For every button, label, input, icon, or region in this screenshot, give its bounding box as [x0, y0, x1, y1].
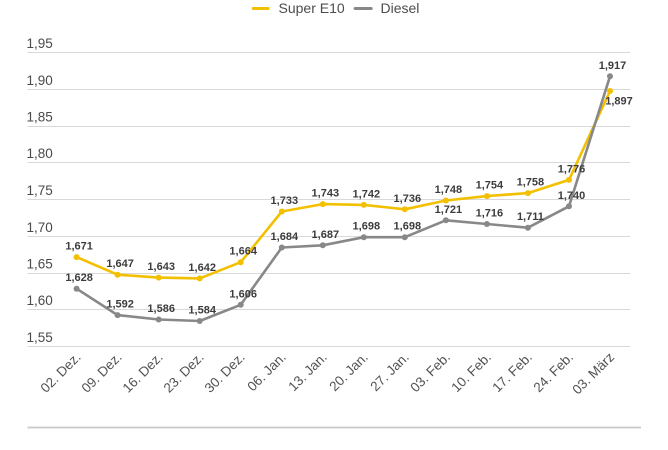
svg-text:1,647: 1,647	[106, 258, 134, 270]
svg-text:Super E10: Super E10	[279, 0, 345, 16]
svg-text:1,721: 1,721	[435, 204, 463, 216]
svg-text:1,586: 1,586	[147, 303, 175, 315]
svg-text:1,687: 1,687	[312, 229, 340, 241]
svg-text:1,584: 1,584	[188, 305, 216, 317]
svg-text:1,671: 1,671	[65, 241, 93, 253]
svg-text:1,628: 1,628	[65, 272, 93, 284]
svg-text:1,733: 1,733	[271, 195, 299, 207]
svg-text:1,642: 1,642	[188, 262, 216, 274]
svg-text:1,716: 1,716	[476, 208, 504, 220]
svg-text:1,917: 1,917	[599, 60, 627, 72]
svg-text:1,60: 1,60	[27, 293, 53, 308]
svg-text:1,698: 1,698	[394, 221, 422, 233]
svg-text:1,75: 1,75	[27, 183, 53, 198]
svg-text:1,65: 1,65	[27, 257, 53, 272]
svg-text:1,90: 1,90	[27, 73, 53, 88]
svg-text:1,736: 1,736	[394, 193, 422, 205]
svg-text:1,742: 1,742	[353, 188, 381, 200]
svg-text:1,758: 1,758	[517, 177, 545, 189]
svg-text:1,85: 1,85	[27, 110, 53, 125]
svg-text:1,55: 1,55	[27, 330, 53, 345]
svg-text:1,664: 1,664	[229, 246, 257, 258]
svg-text:Diesel: Diesel	[381, 0, 420, 16]
svg-text:1,743: 1,743	[312, 188, 340, 200]
svg-text:1,80: 1,80	[27, 146, 53, 161]
svg-text:1,70: 1,70	[27, 220, 53, 235]
svg-text:1,592: 1,592	[106, 299, 134, 311]
svg-text:1,711: 1,711	[517, 211, 544, 223]
svg-text:1,643: 1,643	[147, 261, 175, 273]
svg-text:1,698: 1,698	[353, 221, 381, 233]
svg-text:1,740: 1,740	[558, 190, 586, 202]
svg-text:1,897: 1,897	[605, 96, 633, 108]
svg-text:1,776: 1,776	[558, 163, 586, 175]
svg-text:1,754: 1,754	[476, 180, 504, 192]
svg-text:1,606: 1,606	[229, 288, 257, 300]
svg-text:1,684: 1,684	[271, 231, 299, 243]
svg-text:1,95: 1,95	[27, 36, 53, 51]
svg-text:1,748: 1,748	[435, 184, 463, 196]
